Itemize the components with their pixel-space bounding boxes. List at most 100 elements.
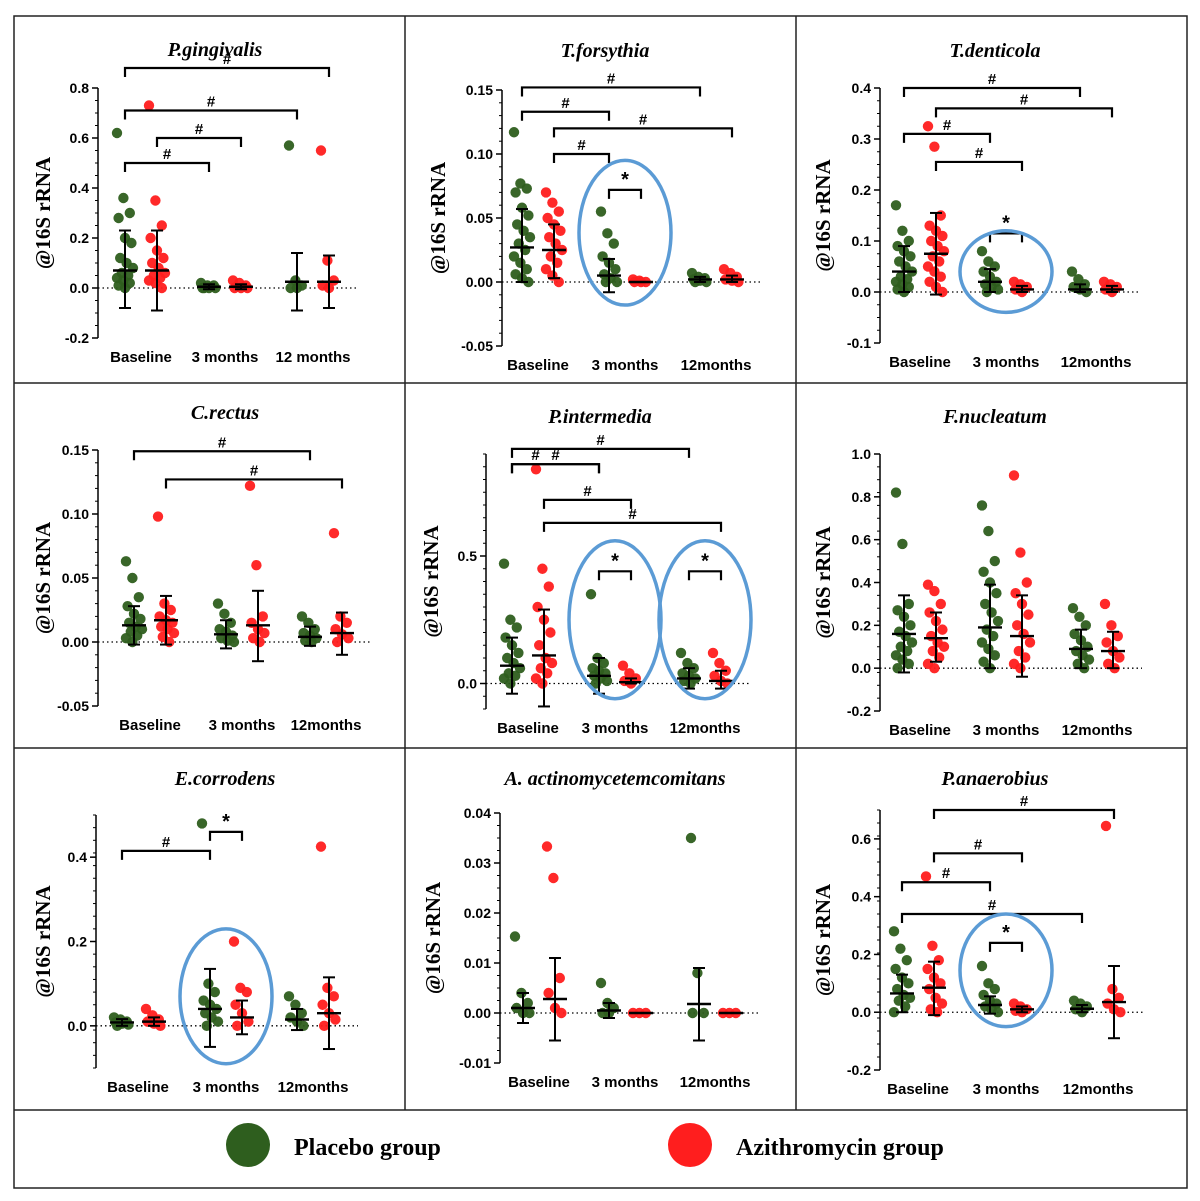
legend: Placebo group Azithromycin group bbox=[226, 1123, 944, 1167]
data-point bbox=[126, 237, 137, 249]
significance-bracket bbox=[932, 852, 1024, 863]
legend-label: Azithromycin group bbox=[736, 1135, 944, 1161]
significance-hash: # bbox=[607, 70, 616, 87]
highlight-ellipse bbox=[958, 912, 1054, 1029]
highlight-ellipse bbox=[567, 538, 663, 701]
x-tick-label: 12months bbox=[681, 357, 752, 374]
significance-bracket bbox=[132, 450, 312, 461]
data-point bbox=[1015, 662, 1026, 674]
y-axis-title: @16S rRNA bbox=[31, 156, 55, 269]
significance-star: * bbox=[621, 169, 629, 191]
data-point bbox=[521, 183, 532, 194]
legend-swatch bbox=[226, 1123, 270, 1167]
data-point bbox=[543, 987, 554, 999]
y-tick-label: -0.01 bbox=[459, 1055, 491, 1071]
y-tick-label: 0.0 bbox=[68, 1018, 88, 1034]
data-point bbox=[922, 963, 933, 975]
data-point bbox=[1015, 547, 1026, 558]
x-tick-label: 12 months bbox=[275, 349, 350, 366]
data-point bbox=[296, 611, 308, 622]
data-point bbox=[283, 140, 295, 151]
data-point bbox=[341, 617, 352, 628]
data-point bbox=[555, 225, 566, 236]
data-point bbox=[976, 246, 988, 257]
data-point bbox=[553, 206, 564, 217]
data-point bbox=[935, 598, 946, 610]
data-point bbox=[290, 999, 301, 1010]
data-point bbox=[905, 620, 916, 631]
data-point bbox=[989, 983, 1000, 995]
data-point bbox=[530, 464, 542, 475]
data-point bbox=[230, 999, 241, 1010]
legend-item: Placebo group bbox=[226, 1123, 441, 1167]
x-tick-label: 3 months bbox=[209, 717, 276, 734]
data-point bbox=[243, 1016, 254, 1027]
data-point bbox=[317, 999, 328, 1010]
data-point bbox=[158, 252, 169, 264]
y-tick-label: 0.05 bbox=[62, 570, 89, 586]
significance-hash: # bbox=[163, 146, 172, 163]
data-point bbox=[1080, 620, 1092, 631]
data-point bbox=[935, 271, 946, 282]
data-point bbox=[212, 1016, 224, 1027]
significance-hash: # bbox=[974, 836, 983, 853]
panel-title: F.nucleatum bbox=[942, 406, 1047, 428]
x-tick-label: 12months bbox=[1061, 354, 1132, 371]
significance-hash: # bbox=[551, 447, 560, 464]
data-point bbox=[904, 992, 916, 1003]
data-point bbox=[512, 219, 523, 230]
data-point bbox=[540, 187, 552, 198]
y-tick-label: 0.15 bbox=[62, 442, 89, 458]
significance-hash: # bbox=[207, 94, 216, 111]
data-point bbox=[145, 232, 156, 244]
data-point bbox=[508, 251, 520, 262]
y-axis-title: @16S rRNA bbox=[811, 159, 835, 272]
data-point bbox=[922, 121, 934, 132]
data-point bbox=[707, 647, 719, 659]
significance-hash: # bbox=[223, 51, 232, 68]
data-point bbox=[124, 207, 135, 219]
data-point bbox=[892, 605, 903, 616]
y-tick-label: 0.0 bbox=[852, 284, 872, 300]
data-point bbox=[929, 141, 940, 152]
data-point bbox=[546, 657, 558, 669]
data-point bbox=[924, 983, 935, 995]
data-point bbox=[537, 563, 548, 574]
data-point bbox=[585, 589, 597, 600]
data-point bbox=[524, 1007, 535, 1019]
data-point bbox=[228, 636, 240, 648]
x-tick-label: 3 months bbox=[592, 357, 659, 374]
data-point bbox=[209, 986, 220, 998]
significance-bracket bbox=[988, 232, 1024, 243]
y-axis-title: @16S rRNA bbox=[811, 883, 835, 996]
data-point bbox=[1107, 983, 1118, 995]
data-point bbox=[978, 566, 989, 577]
panel-title: P.anaerobius bbox=[941, 768, 1049, 790]
significance-hash: # bbox=[162, 834, 171, 851]
data-point bbox=[611, 276, 623, 288]
significance-hash: # bbox=[1020, 91, 1029, 108]
x-tick-label: 3 months bbox=[193, 1079, 260, 1096]
data-point bbox=[1018, 628, 1029, 640]
y-tick-label: 0.4 bbox=[852, 575, 872, 591]
data-point bbox=[522, 997, 533, 1009]
data-point bbox=[534, 640, 545, 651]
data-point bbox=[1010, 588, 1021, 599]
data-point bbox=[532, 601, 543, 613]
data-point bbox=[978, 656, 989, 667]
data-point bbox=[1100, 820, 1112, 832]
data-point bbox=[938, 641, 950, 652]
data-point bbox=[687, 1007, 698, 1019]
y-axis-title: @16S rRNA bbox=[811, 526, 835, 639]
data-point bbox=[315, 145, 327, 156]
data-point bbox=[548, 872, 559, 884]
data-point bbox=[936, 998, 948, 1009]
x-tick-label: 12months bbox=[1062, 722, 1133, 739]
data-point bbox=[903, 978, 914, 989]
significance-bracket bbox=[520, 86, 702, 97]
data-point bbox=[150, 195, 161, 206]
data-point bbox=[505, 614, 516, 625]
data-point bbox=[296, 1007, 307, 1019]
significance-hash: # bbox=[250, 462, 259, 479]
data-point bbox=[242, 282, 253, 294]
